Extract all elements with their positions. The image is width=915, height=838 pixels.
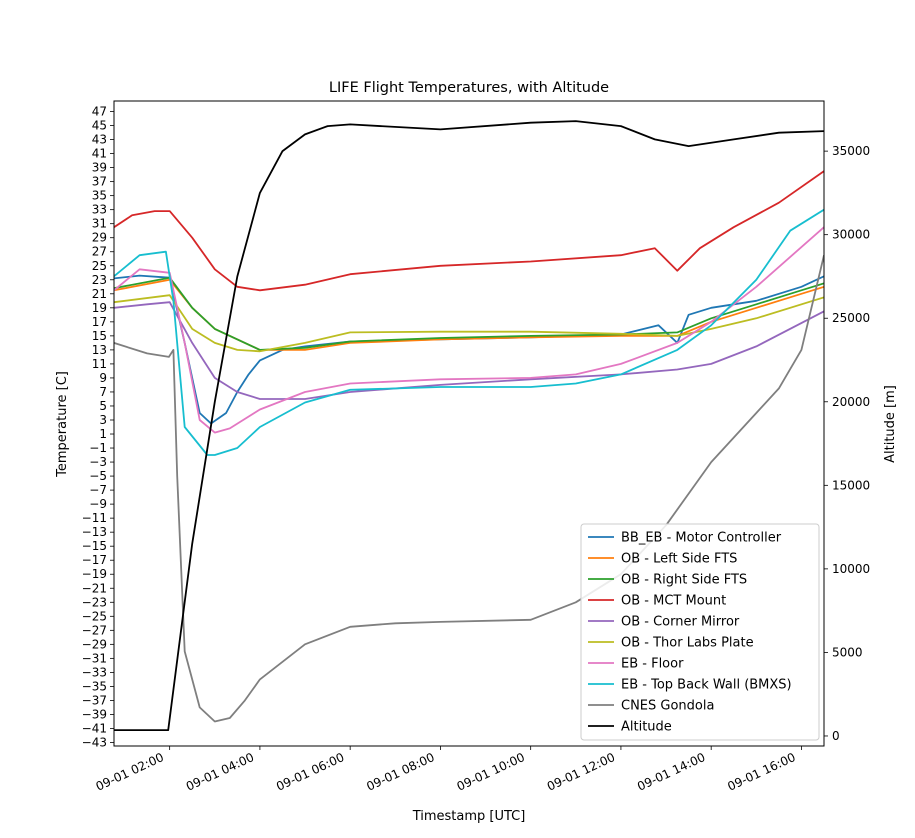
y-tick-label: 37: [92, 175, 107, 189]
legend-box: [580, 523, 820, 741]
chart-title: LIFE Flight Temperatures, with Altitude: [329, 80, 609, 96]
plot-frame: [113, 100, 825, 747]
x-tick-label: 09-01 10:00: [455, 750, 527, 794]
y-tick-label: −29: [82, 637, 107, 651]
y-tick-label: 41: [92, 147, 107, 161]
series-line-bb-eb-motor-controller: [114, 274, 824, 425]
x-tick-label: 09-01 04:00: [184, 750, 256, 794]
series-line-ob-right-side-fts: [114, 276, 824, 351]
series-line-cnes-gondola: [114, 254, 824, 723]
series-line-eb-floor: [114, 226, 824, 434]
legend-label: CNES Gondola: [621, 699, 714, 714]
y2-tick-label: 35000: [832, 144, 870, 158]
y-tick-label: 47: [92, 105, 107, 119]
y-tick-label: 33: [92, 203, 107, 217]
y-tick-label: −31: [82, 651, 107, 665]
legend-label: BB_EB - Motor Controller: [621, 531, 782, 546]
x-tick-label: 09-01 12:00: [545, 750, 617, 794]
y-tick-label: −1: [89, 441, 107, 455]
legend-label: Altitude: [621, 720, 672, 735]
y-tick-label: 3: [99, 413, 107, 427]
y2-tick-label: 30000: [832, 228, 870, 242]
x-axis-label: Timestamp [UTC]: [412, 809, 526, 824]
y-tick-label: 45: [92, 119, 107, 133]
y2-tick-label: 15000: [832, 478, 870, 492]
y-tick-label: −39: [82, 707, 107, 721]
y-tick-label: 9: [99, 371, 107, 385]
y-tick-label: −33: [82, 665, 107, 679]
y-axis-label: Temperature [C]: [55, 371, 70, 478]
y-tick-label: −21: [82, 581, 107, 595]
legend-label: OB - Left Side FTS: [621, 552, 737, 567]
legend-label: EB - Top Back Wall (BMXS): [621, 678, 792, 693]
y-tick-label: −27: [82, 623, 107, 637]
y-tick-label: −19: [82, 567, 107, 581]
y-tick-label: −23: [82, 595, 107, 609]
y-tick-label: −17: [82, 553, 107, 567]
legend: BB_EB - Motor Controller OB - Left Side F…: [580, 523, 820, 741]
y-tick-label: 21: [92, 287, 107, 301]
y-tick-label: 5: [99, 399, 107, 413]
y-tick-label: 35: [92, 189, 107, 203]
y-tick-label: 7: [99, 385, 107, 399]
y2-tick-label: 25000: [832, 311, 870, 325]
y2-tick-label: 10000: [832, 562, 870, 576]
y-tick-label: −25: [82, 609, 107, 623]
series-line-ob-thor-labs-plate: [114, 294, 824, 353]
y-tick-label: 19: [92, 301, 107, 315]
series-line-ob-mct-mount: [114, 170, 824, 292]
y-tick-label: −37: [82, 693, 107, 707]
y-tick-label: 17: [92, 315, 107, 329]
y2-tick-label: 20000: [832, 395, 870, 409]
y-tick-label: −11: [82, 511, 107, 525]
series-layer: [114, 120, 824, 731]
y-tick-label: 15: [92, 329, 107, 343]
x-tick-label: 09-01 14:00: [635, 750, 707, 794]
y-tick-label: −9: [89, 497, 107, 511]
y-tick-label: 39: [92, 161, 107, 175]
y-tick-label: 43: [92, 133, 107, 147]
y-tick-label: −41: [82, 721, 107, 735]
y-tick-label: −5: [89, 469, 107, 483]
y2-tick-label: 0: [832, 729, 840, 743]
y-tick-label: 29: [92, 231, 107, 245]
legend-label: OB - Corner Mirror: [621, 615, 740, 630]
y-tick-label: 23: [92, 273, 107, 287]
y2-tick-label: 5000: [832, 645, 863, 659]
series-line-ob-left-side-fts: [114, 278, 824, 351]
series-line-altitude: [114, 120, 824, 731]
y-tick-label: −13: [82, 525, 107, 539]
x-tick-label: 09-01 08:00: [364, 750, 436, 794]
y-tick-label: −7: [89, 483, 107, 497]
legend-label: OB - MCT Mount: [621, 594, 726, 609]
y-tick-label: 31: [92, 217, 107, 231]
series-line-eb-top-back-wall-bmxs: [114, 208, 824, 456]
x-tick-label: 09-01 16:00: [725, 750, 797, 794]
x-tick-label: 09-01 06:00: [274, 750, 346, 794]
y-tick-label: −3: [89, 455, 107, 469]
y-tick-label: 27: [92, 245, 107, 259]
legend-label: EB - Floor: [621, 657, 684, 672]
legend-label: OB - Thor Labs Plate: [621, 636, 754, 651]
y-tick-label: 1: [99, 427, 107, 441]
x-tick-label: 09-01 02:00: [94, 750, 166, 794]
y-tick-label: −35: [82, 679, 107, 693]
y-tick-label: −15: [82, 539, 107, 553]
y-tick-label: −43: [82, 735, 107, 749]
y-tick-label: 13: [92, 343, 107, 357]
y-tick-label: 11: [92, 357, 107, 371]
y-tick-label: 25: [92, 259, 107, 273]
y2-axis-label: Altitude [m]: [883, 385, 898, 463]
legend-label: OB - Right Side FTS: [621, 573, 747, 588]
